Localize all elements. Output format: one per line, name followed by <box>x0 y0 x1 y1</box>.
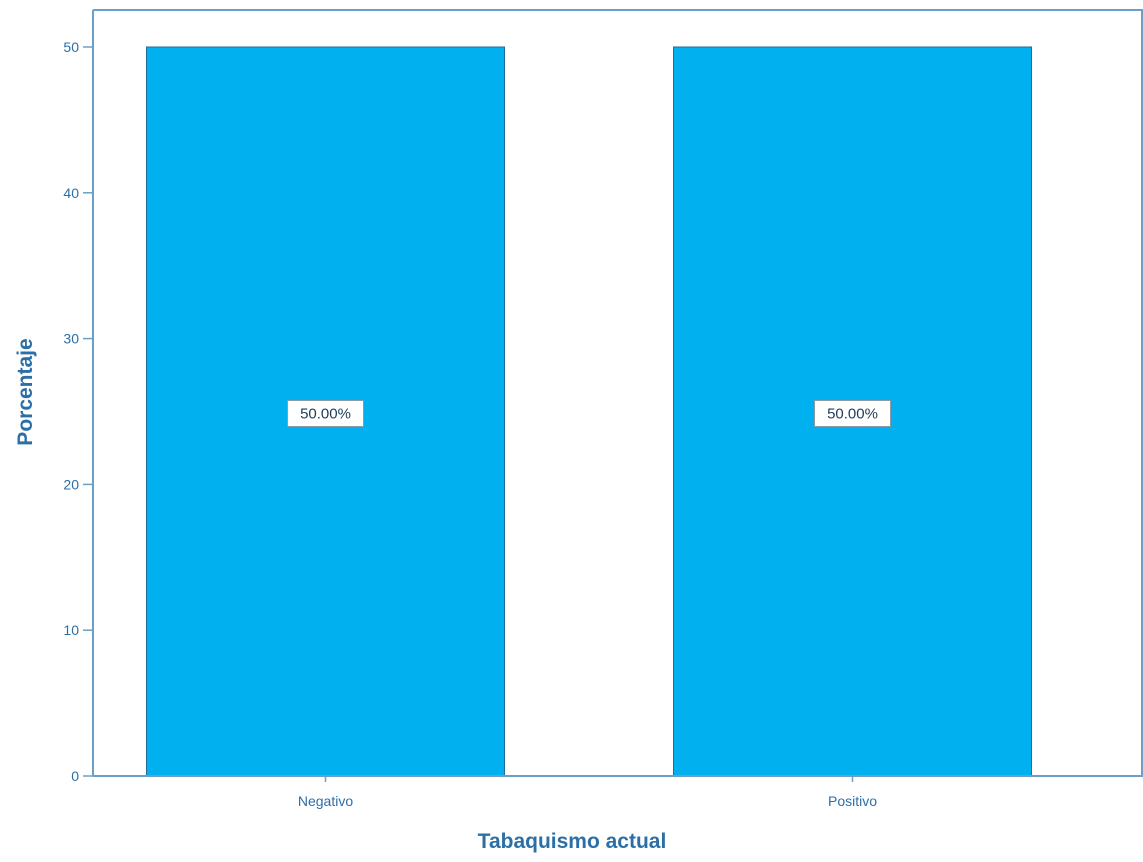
x-axis-title: Tabaquismo actual <box>478 830 667 853</box>
data-label-positivo: 50.00% <box>827 406 878 423</box>
y-tick-label-40: 40 <box>63 185 79 201</box>
y-tick-label-0: 0 <box>71 768 79 784</box>
data-label-box-positivo <box>814 400 891 427</box>
y-tick-label-50: 50 <box>63 39 79 55</box>
x-tick-label-negativo: Negativo <box>298 793 353 809</box>
y-tick-label-10: 10 <box>63 622 79 638</box>
y-tick-label-30: 30 <box>63 331 79 347</box>
y-axis-title: Porcentaje <box>14 338 37 445</box>
data-label-negativo: 50.00% <box>300 406 351 423</box>
y-tick-label-20: 20 <box>63 476 79 492</box>
x-tick-label-positivo: Positivo <box>828 793 877 809</box>
data-label-box-negativo <box>287 400 364 427</box>
